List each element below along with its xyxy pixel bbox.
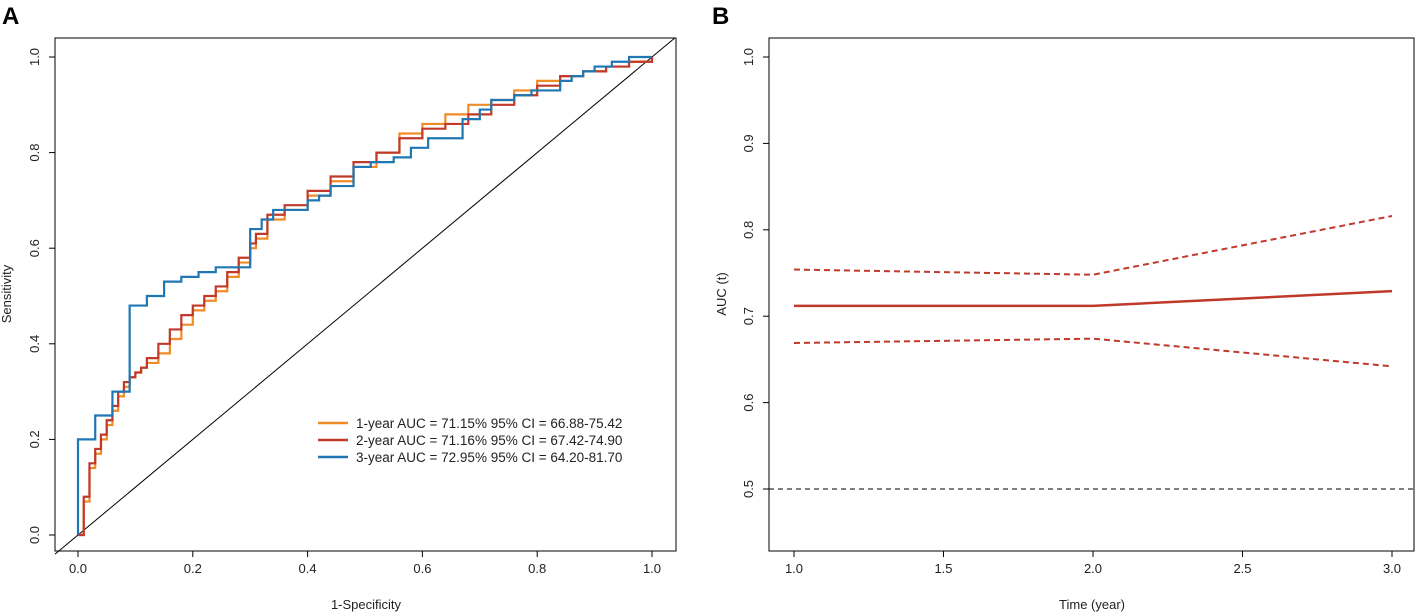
legend-label-3-year: 3-year AUC = 72.95% 95% CI = 64.20-81.70 xyxy=(356,450,622,465)
time-auc-panel: 1.0 1.5 2.0 2.5 3.0 0.5 0.6 0.7 0.8 0.9 1.0 Time … xyxy=(714,37,1415,612)
roc-y-axis-title: Sensitivity xyxy=(0,264,14,323)
roc-x-tick-label: 0.8 xyxy=(528,561,546,576)
roc-curves xyxy=(76,55,654,537)
roc-plot-frame xyxy=(54,37,677,552)
auc-line-upper-95-ci xyxy=(793,214,1393,276)
roc-x-axis-title: 1-Specificity xyxy=(331,597,402,612)
auc-line-auc xyxy=(794,289,1393,308)
roc-y-tick-label: 0.4 xyxy=(27,335,42,353)
auc-y-tick-label: 0.9 xyxy=(741,134,756,152)
auc-line-lower-95-ci xyxy=(793,337,1393,368)
time-x-tick-label: 2.5 xyxy=(1233,561,1251,576)
roc-x-tick-label: 1.0 xyxy=(643,561,661,576)
roc-curve-3-year xyxy=(76,55,652,535)
auc-curves xyxy=(793,214,1393,368)
roc-x-tick-label: 0.4 xyxy=(299,561,317,576)
roc-curve-2-year xyxy=(78,57,654,537)
auc-y-tick-label: 0.8 xyxy=(741,221,756,239)
panel-a-letter: A xyxy=(2,3,19,30)
roc-y-tick-label: 0.8 xyxy=(27,144,42,162)
roc-y-axis: 0.0 0.2 0.4 0.6 0.8 1.0 xyxy=(27,48,55,544)
time-x-tick-label: 2.0 xyxy=(1084,561,1102,576)
panel-b-letter: B xyxy=(712,3,729,30)
roc-legend: 1-year AUC = 71.15% 95% CI = 66.88-75.42… xyxy=(318,416,622,465)
time-x-axis: 1.0 1.5 2.0 2.5 3.0 xyxy=(785,551,1401,576)
roc-y-tick-label: 0.2 xyxy=(27,430,42,448)
time-x-tick-label: 1.0 xyxy=(785,561,803,576)
roc-x-axis: 0.0 0.2 0.4 0.6 0.8 1.0 xyxy=(69,551,661,576)
time-x-tick-label: 1.5 xyxy=(934,561,952,576)
legend-label-2-year: 2-year AUC = 71.16% 95% CI = 67.42-74.90 xyxy=(356,433,622,448)
time-x-axis-title: Time (year) xyxy=(1059,597,1125,612)
roc-y-tick-label: 0.6 xyxy=(27,239,42,257)
auc-y-tick-label: 0.7 xyxy=(741,307,756,325)
time-x-tick-label: 3.0 xyxy=(1383,561,1401,576)
time-auc-plot-frame xyxy=(768,37,1415,552)
roc-x-tick-label: 0.2 xyxy=(184,561,202,576)
auc-y-axis-title: AUC (t) xyxy=(714,272,729,315)
roc-x-tick-label: 0.0 xyxy=(69,561,87,576)
auc-y-tick-label: 0.6 xyxy=(741,394,756,412)
roc-x-tick-label: 0.6 xyxy=(413,561,431,576)
auc-y-axis: 0.5 0.6 0.7 0.8 0.9 1.0 xyxy=(741,48,769,498)
auc-y-tick-label: 1.0 xyxy=(741,48,756,66)
roc-y-tick-label: 1.0 xyxy=(27,48,42,66)
auc-y-tick-label: 0.5 xyxy=(741,480,756,498)
roc-y-tick-label: 0.0 xyxy=(27,526,42,544)
legend-label-1-year: 1-year AUC = 71.15% 95% CI = 66.88-75.42 xyxy=(356,416,622,431)
roc-reference-diagonal xyxy=(54,37,676,555)
roc-panel: 0.0 0.2 0.4 0.6 0.8 1.0 0.0 0.2 0.4 0.6 0.8 1.0 1-… xyxy=(0,37,677,612)
